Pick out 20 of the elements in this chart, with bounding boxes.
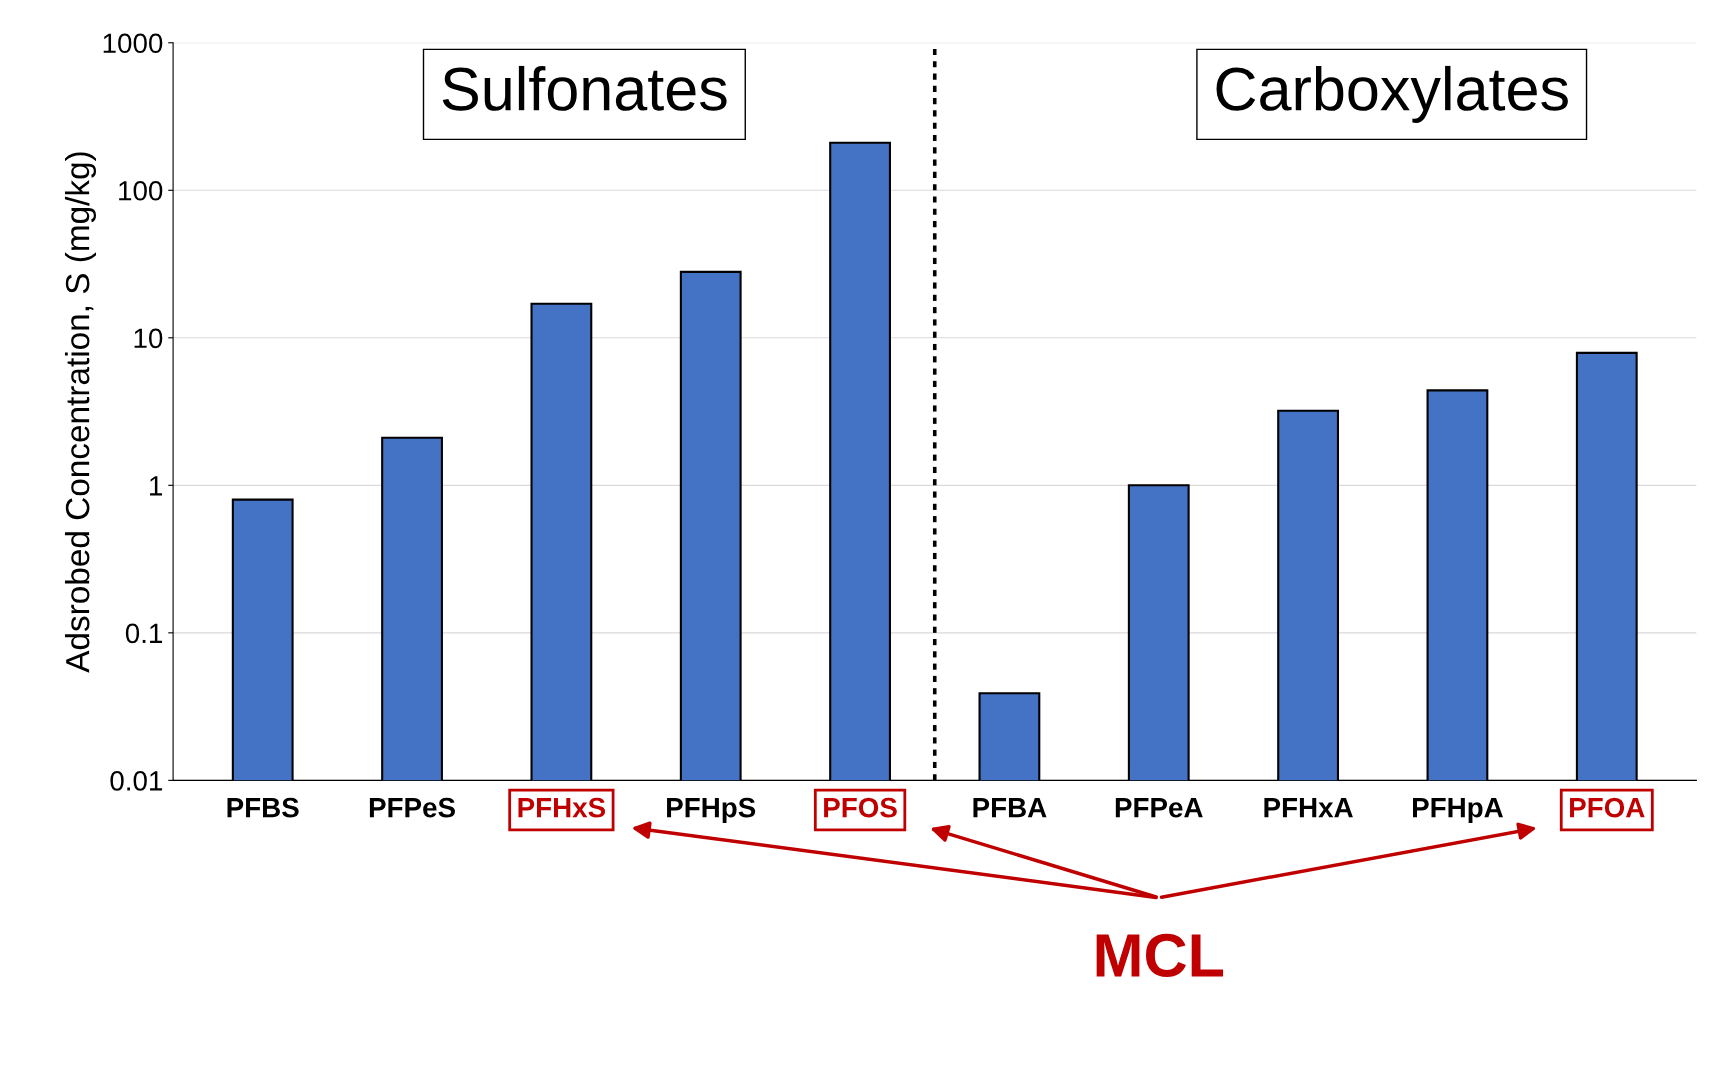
x-tick-label: PFBA <box>973 798 1047 818</box>
y-tick-label: 1000 <box>103 33 163 54</box>
y-axis-title: Adsrobed Concentration, S (mg/kg) <box>64 152 97 673</box>
x-tick-label: PFHpA <box>1413 798 1503 823</box>
y-tick-label: 0.01 <box>110 771 163 791</box>
y-tick-label: 100 <box>119 180 163 201</box>
y-tick-label: 1 <box>150 476 163 496</box>
y-tick-label: 0.1 <box>125 623 163 644</box>
x-tick-label: PFHxA <box>1264 798 1353 818</box>
text: MCL <box>1096 933 1224 978</box>
x-tick-label: PFHxS <box>518 797 606 818</box>
x-tick-label: PFOS <box>824 797 897 818</box>
x-tick-label: PFHpS <box>667 797 756 823</box>
annotation: Carboxylates <box>1216 65 1568 123</box>
annotation: Sulfonates <box>442 65 727 111</box>
x-tick-label: PFBS <box>227 797 299 818</box>
x-tick-label: PFPeA <box>1115 798 1203 818</box>
x-tick-label: PFOA <box>1570 797 1645 818</box>
y-tick-label: 10 <box>134 328 163 349</box>
x-tick-label: PFPeS <box>369 797 455 818</box>
